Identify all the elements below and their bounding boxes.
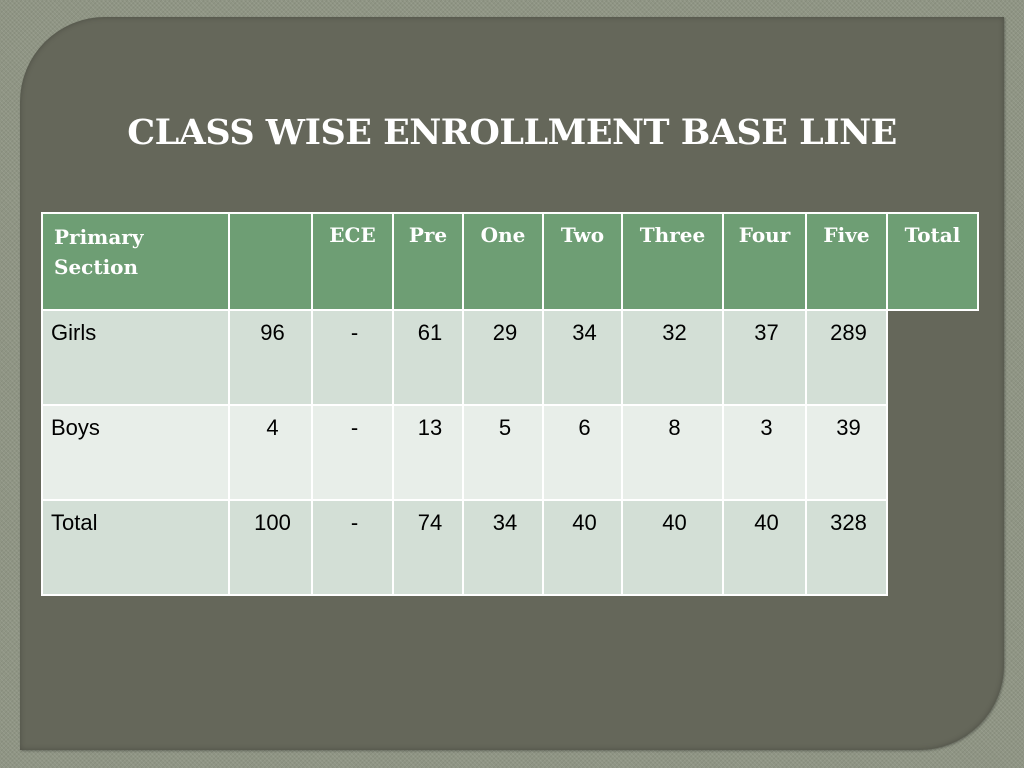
column-header: Pre — [392, 212, 464, 311]
table-cell: 74 — [392, 499, 464, 596]
table-cell: 4 — [228, 404, 313, 501]
section-label-cell: Primary Section — [41, 212, 230, 311]
table-cell: 40 — [621, 499, 724, 596]
column-header: Two — [542, 212, 623, 311]
table-cell: 32 — [621, 309, 724, 406]
table-cell: 328 — [805, 499, 888, 596]
column-header: One — [462, 212, 544, 311]
table-cell: 29 — [462, 309, 544, 406]
table-row-boys: Boys 4 - 13 5 6 8 3 39 — [41, 404, 978, 501]
table-cell: 8 — [621, 404, 724, 501]
column-header: Five — [805, 212, 888, 311]
row-label: Total — [41, 499, 230, 596]
table-row-girls: Girls 96 - 61 29 34 32 37 289 — [41, 309, 978, 406]
column-header: Four — [722, 212, 807, 311]
slide-title: CLASS WISE ENROLLMENT BASE LINE — [127, 112, 897, 153]
table-cell: - — [311, 404, 394, 501]
enrollment-table: Primary Section ECE Pre One Two Three Fo… — [41, 212, 979, 596]
table-cell: 96 — [228, 309, 313, 406]
table-cell: 37 — [722, 309, 807, 406]
table-cell: - — [311, 309, 394, 406]
table-cell: 34 — [542, 309, 623, 406]
table-cell: 3 — [722, 404, 807, 501]
column-header: Total — [886, 212, 979, 311]
row-label: Girls — [41, 309, 230, 406]
table-cell: 100 — [228, 499, 313, 596]
column-header: Three — [621, 212, 724, 311]
table-cell: 39 — [805, 404, 888, 501]
table-row-total: Total 100 - 74 34 40 40 40 328 — [41, 499, 978, 596]
table-cell: 13 — [392, 404, 464, 501]
table-cell: 6 — [542, 404, 623, 501]
table-cell: 34 — [462, 499, 544, 596]
table-cell: 61 — [392, 309, 464, 406]
header-blank-cell — [228, 212, 313, 311]
column-header: ECE — [311, 212, 394, 311]
table-cell: - — [311, 499, 394, 596]
row-label: Boys — [41, 404, 230, 501]
table-cell: 40 — [722, 499, 807, 596]
table-cell: 40 — [542, 499, 623, 596]
table-cell: 289 — [805, 309, 888, 406]
header-row: Primary Section ECE Pre One Two Three Fo… — [41, 212, 979, 311]
table-cell: 5 — [462, 404, 544, 501]
